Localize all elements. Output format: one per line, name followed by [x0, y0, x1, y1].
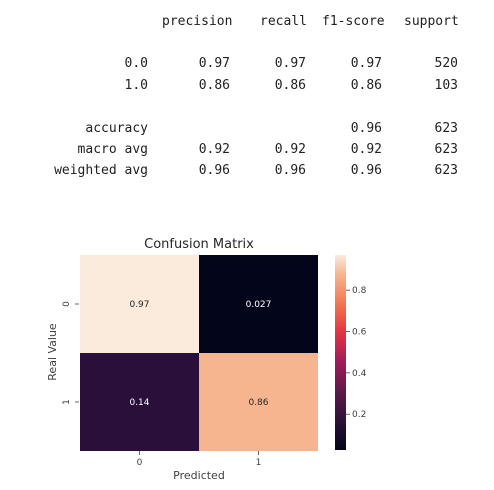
row-support: 103: [434, 78, 458, 93]
cell-annotation: 0.86: [248, 398, 268, 408]
y-tick-label: 1: [62, 399, 72, 405]
row-f1: 0.96: [350, 163, 382, 178]
row-precision: 0.92: [198, 142, 230, 157]
colorbar-tick-label: 0.8: [352, 286, 367, 296]
colorbar-tick-label: 0.2: [352, 410, 366, 420]
row-f1: 0.92: [350, 142, 382, 157]
row-label: accuracy: [85, 121, 148, 136]
colorbar: [335, 255, 346, 450]
header-f1-score: f1-score: [322, 14, 385, 29]
header-recall: recall: [260, 14, 307, 29]
heatmap-cell-1-0: [80, 353, 199, 451]
header-support: support: [404, 14, 459, 29]
row-label: 0.0: [124, 56, 148, 71]
row-f1: 0.96: [350, 121, 382, 136]
chart-title: Confusion Matrix: [144, 237, 254, 252]
row-f1: 0.86: [350, 78, 382, 93]
row-recall: 0.96: [274, 163, 306, 178]
row-f1: 0.97: [350, 56, 382, 71]
colorbar-tick-label: 0.6: [352, 328, 367, 338]
row-recall: 0.97: [274, 56, 306, 71]
heatmap-cell-0-0: [80, 255, 199, 353]
cell-annotation: 0.97: [129, 300, 149, 310]
header-precision: precision: [162, 14, 233, 29]
heatmap-cell-1-1: [199, 353, 318, 451]
cell-annotation: 0.14: [129, 398, 149, 408]
row-recall: 0.92: [274, 142, 306, 157]
heatmap-cell-0-1: [199, 255, 318, 353]
colorbar-tick-label: 0.4: [352, 369, 367, 379]
cell-annotation: 0.027: [246, 300, 272, 310]
row-label: macro avg: [77, 142, 148, 157]
row-precision: 0.97: [198, 56, 230, 71]
y-axis-label: Real Value: [46, 323, 59, 381]
row-recall: 0.86: [274, 78, 306, 93]
x-axis-label: Predicted: [173, 469, 225, 482]
classification-report: precision recall f1-score support 0.0 0.…: [0, 0, 494, 200]
x-tick-label: 0: [137, 458, 143, 468]
x-tick-label: 1: [256, 458, 262, 468]
row-support: 623: [434, 121, 458, 136]
row-precision: 0.86: [198, 78, 230, 93]
y-tick-label: 0: [62, 301, 72, 307]
row-support: 623: [434, 142, 458, 157]
row-precision: 0.96: [198, 163, 230, 178]
row-support: 623: [434, 163, 458, 178]
row-label: weighted avg: [54, 163, 148, 178]
row-label: 1.0: [124, 78, 148, 93]
row-support: 520: [434, 56, 458, 71]
